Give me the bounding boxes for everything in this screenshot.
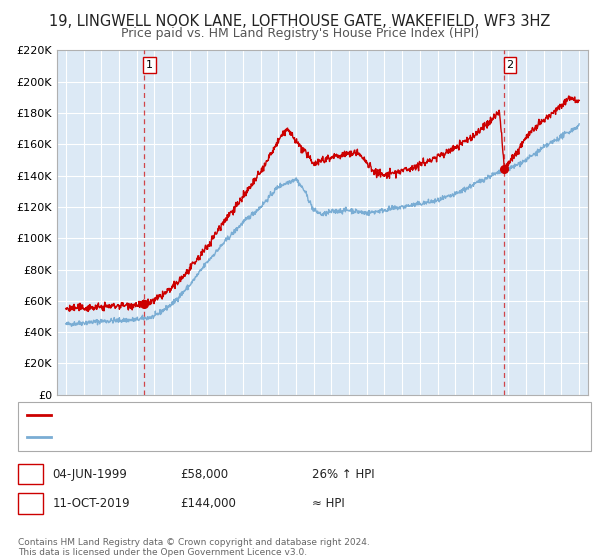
Text: HPI: Average price, semi-detached house, Wakefield: HPI: Average price, semi-detached house,…	[55, 432, 328, 442]
Text: £58,000: £58,000	[180, 468, 228, 481]
Text: 11-OCT-2019: 11-OCT-2019	[52, 497, 130, 510]
Text: 2: 2	[506, 60, 514, 70]
Text: ≈ HPI: ≈ HPI	[312, 497, 345, 510]
Text: 1: 1	[146, 60, 153, 70]
Text: 26% ↑ HPI: 26% ↑ HPI	[312, 468, 374, 481]
Text: 04-JUN-1999: 04-JUN-1999	[52, 468, 127, 481]
Text: 19, LINGWELL NOOK LANE, LOFTHOUSE GATE, WAKEFIELD, WF3 3HZ: 19, LINGWELL NOOK LANE, LOFTHOUSE GATE, …	[49, 14, 551, 29]
Text: 19, LINGWELL NOOK LANE, LOFTHOUSE GATE, WAKEFIELD, WF3 3HZ (semi-detached hou: 19, LINGWELL NOOK LANE, LOFTHOUSE GATE, …	[55, 410, 520, 421]
Text: £144,000: £144,000	[180, 497, 236, 510]
Text: 2: 2	[27, 497, 34, 510]
Text: Price paid vs. HM Land Registry's House Price Index (HPI): Price paid vs. HM Land Registry's House …	[121, 27, 479, 40]
Text: 1: 1	[27, 468, 34, 481]
Text: Contains HM Land Registry data © Crown copyright and database right 2024.: Contains HM Land Registry data © Crown c…	[18, 538, 370, 547]
Text: This data is licensed under the Open Government Licence v3.0.: This data is licensed under the Open Gov…	[18, 548, 307, 557]
